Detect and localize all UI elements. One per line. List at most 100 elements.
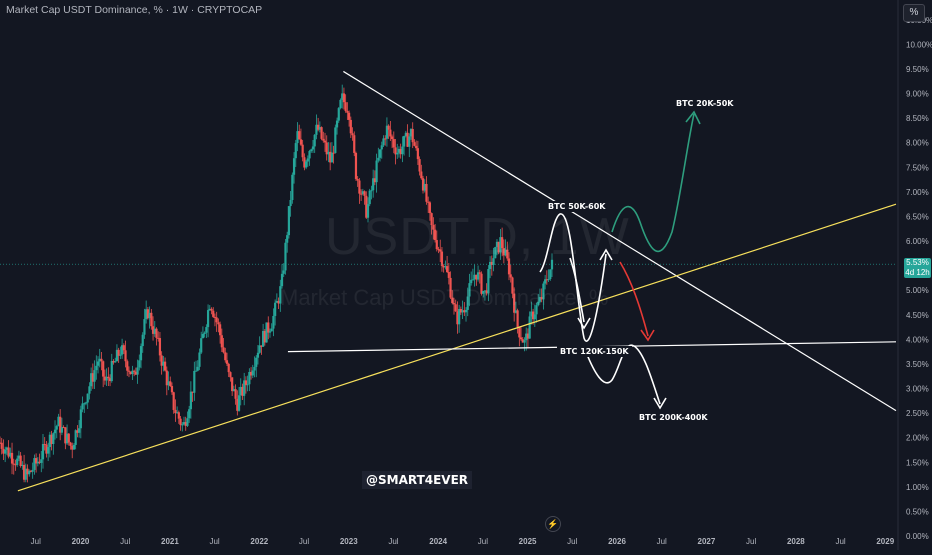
candle-body — [189, 391, 192, 410]
candle-body — [504, 249, 507, 256]
candle-body — [114, 361, 117, 363]
candle-body — [12, 463, 15, 465]
candle-body — [495, 241, 499, 248]
candle-body — [430, 213, 433, 226]
candle-body — [365, 195, 368, 218]
candle-body — [516, 310, 519, 328]
candle-body — [506, 249, 509, 259]
candle-body — [459, 309, 462, 313]
candle-body — [492, 258, 495, 265]
candle-body — [433, 229, 437, 241]
candle-body — [241, 386, 244, 396]
candle-body — [461, 310, 464, 313]
y-tick-label: 0.00% — [906, 532, 929, 541]
candle-body — [509, 274, 512, 278]
candle-body — [237, 395, 241, 411]
candle-body — [456, 311, 459, 325]
candle-body — [499, 237, 502, 253]
x-tick-label: 2020 — [72, 537, 90, 546]
candle-body — [454, 304, 457, 312]
candle-body — [334, 127, 337, 153]
candle-body — [0, 442, 2, 444]
candle-body — [194, 370, 198, 372]
candle-body — [494, 247, 497, 259]
candle-body — [315, 124, 318, 135]
candle-body — [339, 99, 342, 109]
candle-body — [468, 283, 471, 297]
candle-body — [71, 445, 74, 450]
candle-body — [488, 261, 492, 270]
candle-body — [231, 377, 234, 392]
candle-body — [4, 449, 7, 454]
candle-body — [370, 190, 373, 192]
candle-body — [193, 370, 196, 393]
candle-body — [134, 371, 137, 375]
candle-body — [177, 412, 180, 419]
candle-body — [470, 279, 473, 284]
candle-body — [329, 151, 332, 163]
candle-body — [43, 443, 46, 445]
green-scenario-arrow-head — [685, 110, 701, 125]
candle-body — [2, 448, 5, 454]
candle-body — [83, 403, 86, 405]
candle-body — [200, 338, 203, 353]
x-tick-label: Jul — [835, 537, 845, 546]
candle-body — [358, 180, 361, 194]
candle-body — [10, 452, 14, 464]
candle-body — [531, 311, 535, 320]
y-tick-label: 1.50% — [906, 458, 929, 467]
candle-body — [373, 178, 376, 183]
candle-body — [452, 303, 456, 305]
candle-body — [151, 326, 155, 334]
candle-body — [36, 461, 39, 464]
x-tick-label: Jul — [478, 537, 488, 546]
candle-body — [542, 283, 545, 300]
lightning-icon[interactable]: ⚡ — [545, 516, 561, 532]
candle-body — [296, 131, 299, 144]
candle-body — [40, 459, 43, 463]
x-tick-label: Jul — [388, 537, 398, 546]
candle-body — [88, 386, 91, 394]
candle-body — [382, 138, 385, 146]
candle-body — [52, 433, 55, 444]
candle-body — [182, 422, 186, 425]
candle-body — [105, 376, 108, 381]
candle-body — [415, 145, 418, 149]
candle-body — [265, 322, 268, 343]
candle-body — [239, 386, 242, 396]
candle-body — [127, 370, 131, 372]
symbol-watermark-subtitle: Market Cap USDT Dominance, % — [280, 285, 609, 310]
white-drop-arrow-head — [577, 317, 591, 330]
candle-body — [255, 357, 258, 367]
candle-body — [45, 444, 48, 454]
candle-body — [322, 138, 325, 141]
candle-body — [172, 392, 175, 410]
candle-body — [354, 152, 358, 179]
candle-body — [482, 290, 485, 294]
candle-body — [408, 136, 411, 147]
candle-body — [248, 371, 251, 385]
candle-body — [420, 171, 423, 179]
candle-body — [21, 464, 24, 466]
candle-body — [451, 297, 454, 304]
green-scenario-arrow — [611, 113, 695, 253]
candle-body — [153, 328, 156, 334]
label-btc-200-400: BTC 200K-400K — [636, 412, 711, 423]
candle-body — [215, 317, 218, 323]
candle-body — [213, 316, 217, 318]
percent-scale-button[interactable]: % — [903, 4, 925, 22]
candle-body — [440, 251, 444, 266]
candle-body — [545, 279, 548, 281]
candle-body — [5, 447, 8, 450]
y-tick-label: 0.50% — [906, 507, 929, 516]
candle-body — [437, 249, 440, 251]
candle-body — [212, 310, 215, 317]
y-tick-label: 6.50% — [906, 212, 929, 221]
candle-body — [186, 418, 189, 426]
candle-body — [133, 370, 136, 372]
candle-body — [411, 128, 414, 143]
candle-body — [53, 429, 57, 434]
x-tick-label: Jul — [746, 537, 756, 546]
candle-body — [538, 297, 542, 302]
